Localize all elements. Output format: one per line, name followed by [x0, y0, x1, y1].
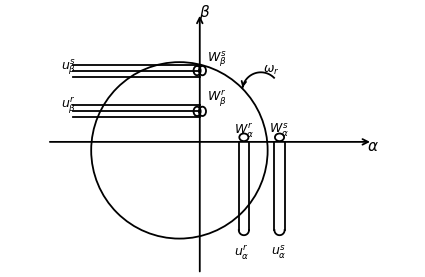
- Text: $\beta$: $\beta$: [199, 3, 210, 22]
- Text: $u^s_{\alpha}$: $u^s_{\alpha}$: [271, 243, 286, 261]
- Ellipse shape: [276, 135, 283, 140]
- Text: $W^s_{\alpha}$: $W^s_{\alpha}$: [269, 121, 289, 139]
- Text: $u^r_{\beta}$: $u^r_{\beta}$: [61, 96, 76, 116]
- Text: $W^s_{\beta}$: $W^s_{\beta}$: [207, 49, 226, 68]
- Text: $W^r_{\alpha}$: $W^r_{\alpha}$: [234, 121, 254, 139]
- Text: $W^r_{\beta}$: $W^r_{\beta}$: [207, 89, 226, 109]
- Ellipse shape: [240, 135, 248, 140]
- Text: $u^r_{\alpha}$: $u^r_{\alpha}$: [234, 243, 249, 261]
- Text: $\omega_r$: $\omega_r$: [263, 64, 279, 77]
- Text: $u^s_{\beta}$: $u^s_{\beta}$: [61, 57, 76, 77]
- Text: $\alpha$: $\alpha$: [367, 140, 379, 155]
